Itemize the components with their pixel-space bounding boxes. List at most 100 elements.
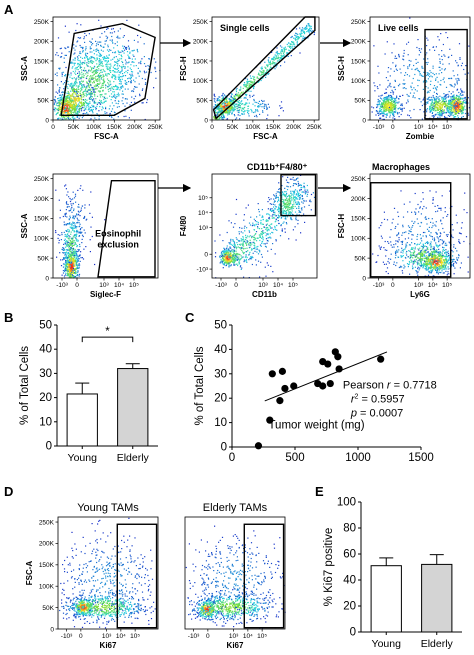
event-dot — [69, 222, 71, 224]
event-dot — [299, 27, 301, 29]
event-dot — [405, 88, 407, 90]
event-dot — [113, 118, 115, 120]
event-dot — [76, 109, 78, 111]
event-dot — [65, 74, 67, 76]
event-dot — [85, 54, 87, 57]
event-dot — [65, 262, 67, 264]
event-dot — [220, 115, 222, 117]
event-dot — [462, 107, 464, 109]
event-dot — [68, 103, 71, 105]
event-dot — [252, 103, 254, 105]
event-dot — [64, 254, 66, 256]
event-dot — [66, 216, 68, 218]
event-dot — [90, 109, 92, 111]
event-dot — [439, 95, 441, 97]
event-dot — [101, 82, 103, 84]
event-dot — [103, 75, 105, 77]
event-dot — [60, 106, 62, 108]
event-dot — [456, 105, 458, 107]
event-dot — [384, 107, 386, 109]
event-dot — [88, 89, 90, 91]
event-dot — [379, 100, 381, 102]
event-dot — [78, 101, 81, 103]
event-dot — [109, 39, 111, 41]
event-dot — [71, 245, 73, 247]
event-dot — [63, 57, 65, 59]
event-dot — [63, 258, 65, 260]
event-dot — [110, 71, 112, 73]
event-dot — [83, 36, 85, 38]
event-dot — [91, 67, 93, 69]
event-dot — [69, 209, 72, 211]
event-dot — [222, 98, 224, 100]
event-dot — [91, 91, 93, 93]
event-dot — [77, 63, 79, 65]
event-dot — [286, 52, 288, 54]
event-dot — [64, 47, 66, 49]
event-dot — [77, 265, 79, 267]
event-dot — [248, 85, 250, 87]
event-dot — [103, 97, 105, 99]
event-dot — [431, 109, 433, 111]
event-dot — [62, 270, 64, 272]
flow-1-plot: 0 50K 100K 150K 200K 250K050K100K150K200K250K… — [20, 16, 163, 141]
event-dot — [88, 79, 90, 81]
event-dot — [223, 108, 225, 110]
event-dot — [232, 99, 234, 101]
event-dot — [432, 106, 434, 108]
event-dot — [60, 239, 62, 241]
event-dot — [113, 86, 115, 88]
event-dot — [74, 243, 76, 245]
event-dot — [245, 90, 247, 92]
event-dot — [387, 107, 389, 109]
event-dot — [124, 66, 126, 68]
event-dot — [79, 264, 81, 266]
event-dot — [85, 73, 87, 75]
event-dot — [86, 94, 88, 96]
event-dot — [113, 86, 116, 88]
event-dot — [84, 90, 86, 92]
event-dot — [127, 66, 129, 68]
event-dot — [78, 250, 80, 252]
event-dot — [219, 110, 221, 112]
event-dot — [56, 102, 58, 105]
event-dot — [67, 270, 69, 272]
event-dot — [62, 113, 64, 115]
event-dot — [73, 260, 75, 262]
event-dot — [386, 107, 388, 109]
event-dot — [87, 65, 89, 67]
event-dot — [122, 36, 124, 38]
flow-1-ytick-label: 0 — [45, 117, 49, 124]
event-dot — [84, 100, 87, 102]
event-dot — [99, 82, 101, 84]
event-dot — [117, 35, 119, 37]
event-dot — [431, 101, 433, 103]
event-dot — [88, 62, 90, 64]
event-dot — [240, 86, 242, 88]
event-dot — [457, 97, 459, 100]
event-dot — [100, 101, 102, 103]
event-dot — [459, 97, 461, 99]
event-dot — [75, 263, 77, 265]
event-dot — [411, 68, 413, 70]
event-dot — [69, 255, 71, 257]
event-dot — [382, 118, 384, 120]
event-dot — [278, 56, 280, 59]
event-dot — [100, 59, 102, 61]
event-dot — [59, 217, 61, 219]
event-dot — [83, 93, 85, 95]
event-dot — [440, 109, 442, 111]
event-dot — [281, 56, 283, 58]
event-dot — [221, 114, 223, 116]
event-dot — [69, 250, 71, 252]
event-dot — [120, 76, 122, 78]
event-dot — [108, 68, 110, 70]
flow-4-xtick-label: 0 — [75, 282, 79, 289]
event-dot — [85, 77, 87, 79]
event-dot — [111, 116, 113, 119]
event-dot — [459, 98, 461, 100]
event-dot — [118, 95, 120, 97]
event-dot — [70, 95, 72, 97]
event-dot — [393, 103, 395, 105]
event-dot — [232, 109, 234, 111]
